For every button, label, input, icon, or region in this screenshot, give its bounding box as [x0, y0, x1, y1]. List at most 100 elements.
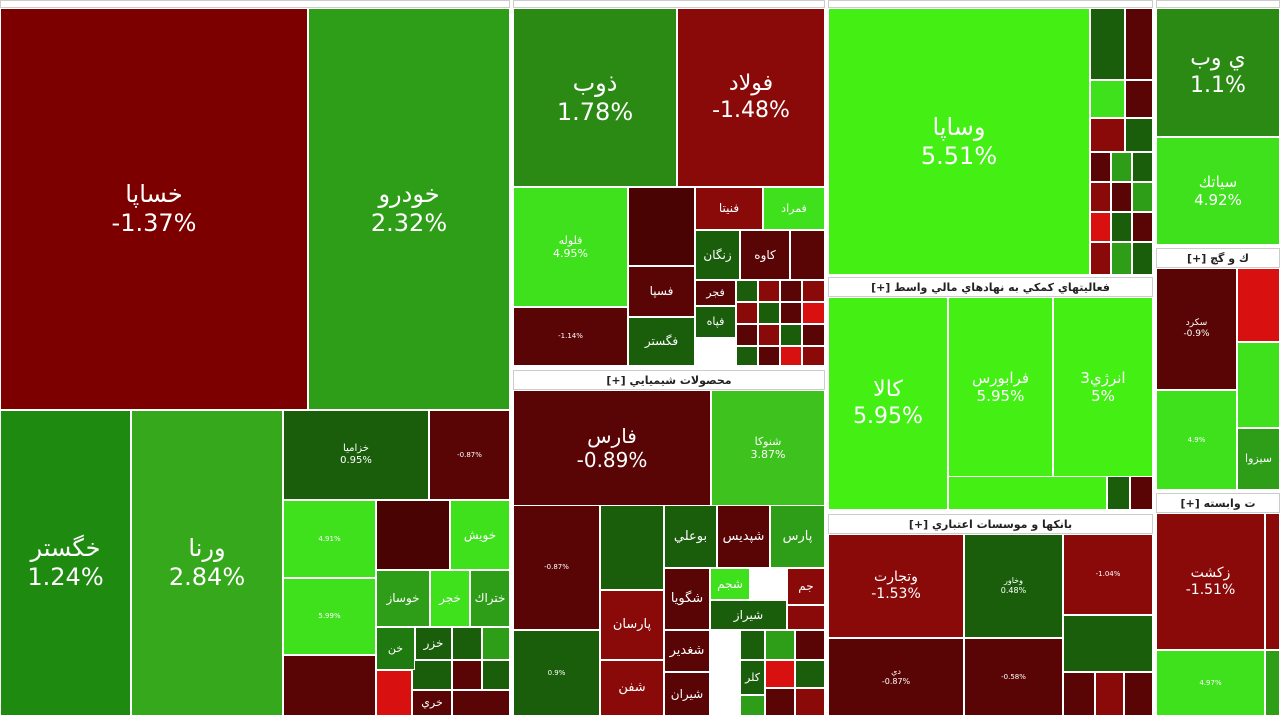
tile: [780, 280, 802, 302]
tile-label: شيراز: [733, 607, 764, 622]
tile: شنوكا 3.87%: [711, 390, 825, 506]
tile: 0.9%: [513, 630, 600, 716]
tile: كالا 5.95%: [828, 297, 948, 510]
tile: فجر: [695, 280, 736, 306]
section-header: محصولات شيميايي [+]: [513, 370, 825, 390]
tile: خجر: [430, 570, 470, 627]
tile-label: خگستر: [30, 534, 101, 563]
tile: شجم: [710, 568, 750, 600]
tile: خزاميا 0.95%: [283, 410, 429, 500]
tile-label: زكشت: [1190, 564, 1231, 581]
tile: [802, 280, 825, 302]
tile-label: سكرد: [1185, 318, 1208, 329]
tile-label: سياتك: [1198, 173, 1238, 191]
tile: پارسان: [600, 590, 664, 660]
tile-label: فمراد: [781, 201, 807, 215]
tile-label: سيزوا: [1245, 452, 1272, 466]
tile: [758, 346, 780, 366]
tile: شيران: [664, 672, 710, 716]
tile: [1130, 476, 1153, 510]
tile-change: -0.58%: [1001, 672, 1026, 681]
tile-change: -0.87%: [544, 563, 569, 572]
tile: فلوله 4.95%: [513, 187, 628, 307]
tile: خوساز: [376, 570, 430, 627]
tile-label: وتجارت: [874, 569, 918, 586]
tile-change: -1.14%: [558, 332, 583, 341]
tile: ي وب 1.1%: [1156, 8, 1280, 137]
tile-label: فسپا: [649, 284, 674, 299]
tile: [1132, 182, 1153, 212]
tile: [802, 302, 825, 324]
tile: [780, 302, 802, 324]
tile-label: دي: [891, 667, 901, 677]
tile: [482, 627, 510, 660]
tile-label: كلر: [745, 670, 760, 684]
tile: [740, 695, 765, 716]
tile: [1090, 242, 1111, 275]
tile-change: 2.84%: [168, 563, 246, 591]
tile: [758, 324, 780, 346]
tile: فپاه: [695, 306, 736, 338]
tile-label: فارس: [587, 424, 637, 448]
tile-label: شجم: [717, 576, 743, 591]
tile: خري: [412, 690, 452, 716]
tile: -1.04%: [1063, 534, 1153, 615]
tile: زنگان: [695, 230, 740, 280]
tile: [452, 690, 510, 716]
tile: [802, 346, 825, 366]
tile-label: شفن: [618, 680, 646, 696]
tile: فولاد -1.48%: [677, 8, 825, 187]
tile: [1063, 615, 1153, 672]
tile-label: فولاد: [728, 71, 774, 97]
tile: [765, 630, 795, 660]
tile-label: خودرو: [378, 180, 440, 209]
tile-label: شغدير: [669, 643, 705, 659]
tile-change: 5.99%: [318, 612, 341, 621]
tile-change: -1.51%: [1185, 581, 1236, 598]
section-header: ك و گچ [+]: [1156, 248, 1280, 268]
tile: [1265, 650, 1280, 716]
tile: [1125, 118, 1153, 152]
tile: وخاور 0.48%: [964, 534, 1063, 638]
tile-label: شنوكا: [754, 434, 782, 448]
tile-label: خن: [387, 641, 404, 655]
tile: [795, 660, 825, 688]
tile-label: فجر: [706, 286, 725, 300]
tile: خودرو 2.32%: [308, 8, 510, 410]
tile-label: خزر: [423, 636, 444, 651]
tile-label: خزاميا: [343, 443, 369, 454]
tile-change: 4.97%: [1199, 678, 1222, 687]
tile-label: ختراك: [474, 591, 506, 606]
tile: [1090, 80, 1125, 118]
tile: شيراز: [710, 600, 787, 630]
tile: [376, 500, 450, 570]
tile: [283, 655, 376, 716]
tile-label: زنگان: [703, 247, 732, 262]
tile-change: 1.78%: [556, 97, 634, 126]
tile-change: 4.9%: [1187, 435, 1206, 444]
tile-label: كالا: [873, 377, 903, 403]
tile: فارس -0.89%: [513, 390, 711, 506]
tile: [1090, 212, 1111, 242]
tile: [412, 660, 452, 690]
tile-change: 0.9%: [547, 668, 566, 677]
tile: [452, 660, 482, 690]
tile-label: پارسان: [612, 617, 652, 633]
tile-label: خساپا: [125, 180, 183, 209]
tile-label: ورنا: [188, 534, 226, 563]
tile: فگستر: [628, 317, 695, 366]
tile: ختراك: [470, 570, 510, 627]
tile-label: فپاه: [706, 315, 725, 329]
tile: [790, 230, 825, 280]
tile-change: 3.87%: [750, 448, 786, 461]
tile: [452, 627, 482, 660]
tile-change: 5.95%: [976, 387, 1025, 405]
section-header: [0, 0, 510, 8]
tile: [1111, 212, 1132, 242]
tile-change: 0.95%: [340, 455, 372, 466]
tile: [1095, 672, 1124, 716]
tile-label: فنيتا: [718, 201, 740, 216]
tile: خگستر 1.24%: [0, 410, 131, 716]
tile: 4.97%: [1156, 650, 1265, 716]
tile: دي -0.87%: [828, 638, 964, 716]
